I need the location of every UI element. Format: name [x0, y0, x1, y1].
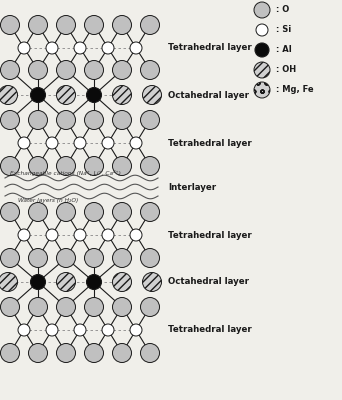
Circle shape [102, 229, 114, 241]
Circle shape [56, 298, 76, 316]
Circle shape [130, 42, 142, 54]
Circle shape [113, 298, 132, 316]
Text: : OH: : OH [276, 66, 296, 74]
Circle shape [56, 344, 76, 362]
Circle shape [141, 156, 159, 176]
Circle shape [28, 202, 48, 222]
Circle shape [113, 344, 132, 362]
Circle shape [28, 156, 48, 176]
Text: Octahedral layer: Octahedral layer [168, 278, 249, 286]
Circle shape [130, 229, 142, 241]
Text: Tetrahedral layer: Tetrahedral layer [168, 230, 252, 240]
Circle shape [113, 86, 132, 104]
Circle shape [102, 42, 114, 54]
Circle shape [113, 202, 132, 222]
Circle shape [56, 110, 76, 130]
Circle shape [113, 60, 132, 80]
Circle shape [102, 137, 114, 149]
Circle shape [56, 272, 76, 292]
Circle shape [84, 16, 104, 34]
Circle shape [28, 110, 48, 130]
Circle shape [84, 202, 104, 222]
Circle shape [0, 86, 17, 104]
Circle shape [0, 110, 19, 130]
Circle shape [141, 16, 159, 34]
Circle shape [113, 272, 132, 292]
Text: Interlayer: Interlayer [168, 182, 216, 192]
Circle shape [46, 137, 58, 149]
Circle shape [74, 229, 86, 241]
Circle shape [84, 156, 104, 176]
Circle shape [130, 137, 142, 149]
Circle shape [18, 42, 30, 54]
Circle shape [30, 88, 45, 102]
Circle shape [0, 60, 19, 80]
Circle shape [141, 60, 159, 80]
Text: : O: : O [276, 6, 289, 14]
Circle shape [0, 298, 19, 316]
Circle shape [18, 324, 30, 336]
Circle shape [0, 156, 19, 176]
Circle shape [46, 229, 58, 241]
Circle shape [74, 42, 86, 54]
Circle shape [256, 24, 268, 36]
Circle shape [84, 110, 104, 130]
Circle shape [141, 202, 159, 222]
Circle shape [141, 344, 159, 362]
Circle shape [141, 110, 159, 130]
Circle shape [130, 324, 142, 336]
Circle shape [113, 248, 132, 268]
Circle shape [56, 156, 76, 176]
Circle shape [46, 42, 58, 54]
Circle shape [141, 248, 159, 268]
Circle shape [143, 86, 161, 104]
Circle shape [254, 62, 270, 78]
Circle shape [102, 324, 114, 336]
Circle shape [28, 298, 48, 316]
Circle shape [18, 137, 30, 149]
Circle shape [56, 16, 76, 34]
Circle shape [28, 60, 48, 80]
Text: Octahedral layer: Octahedral layer [168, 90, 249, 100]
Circle shape [113, 16, 132, 34]
Circle shape [0, 16, 19, 34]
Circle shape [18, 229, 30, 241]
Circle shape [143, 272, 161, 292]
Text: Tetrahedral layer: Tetrahedral layer [168, 43, 252, 52]
Circle shape [254, 2, 270, 18]
Circle shape [84, 344, 104, 362]
Circle shape [0, 272, 17, 292]
Circle shape [84, 60, 104, 80]
Circle shape [0, 202, 19, 222]
Circle shape [46, 324, 58, 336]
Circle shape [74, 137, 86, 149]
Circle shape [87, 274, 102, 290]
Circle shape [56, 248, 76, 268]
Circle shape [0, 248, 19, 268]
Text: Tetrahedral layer: Tetrahedral layer [168, 326, 252, 334]
Text: : Mg, Fe: : Mg, Fe [276, 86, 314, 94]
Circle shape [84, 298, 104, 316]
Circle shape [56, 202, 76, 222]
Circle shape [255, 43, 269, 57]
Circle shape [87, 88, 102, 102]
Text: : Si: : Si [276, 26, 291, 34]
Circle shape [84, 248, 104, 268]
Circle shape [56, 86, 76, 104]
Circle shape [28, 344, 48, 362]
Circle shape [30, 274, 45, 290]
Text: Water layers (n H₂O): Water layers (n H₂O) [18, 198, 78, 203]
Circle shape [113, 110, 132, 130]
Circle shape [28, 248, 48, 268]
Circle shape [113, 156, 132, 176]
Text: Exchangeable cations (Na⁺, Li⁺, Ca²⁺): Exchangeable cations (Na⁺, Li⁺, Ca²⁺) [10, 170, 121, 176]
Circle shape [0, 344, 19, 362]
Circle shape [28, 16, 48, 34]
Circle shape [254, 82, 270, 98]
Circle shape [74, 324, 86, 336]
Circle shape [141, 298, 159, 316]
Text: : Al: : Al [276, 46, 292, 54]
Text: Tetrahedral layer: Tetrahedral layer [168, 138, 252, 148]
Circle shape [56, 60, 76, 80]
